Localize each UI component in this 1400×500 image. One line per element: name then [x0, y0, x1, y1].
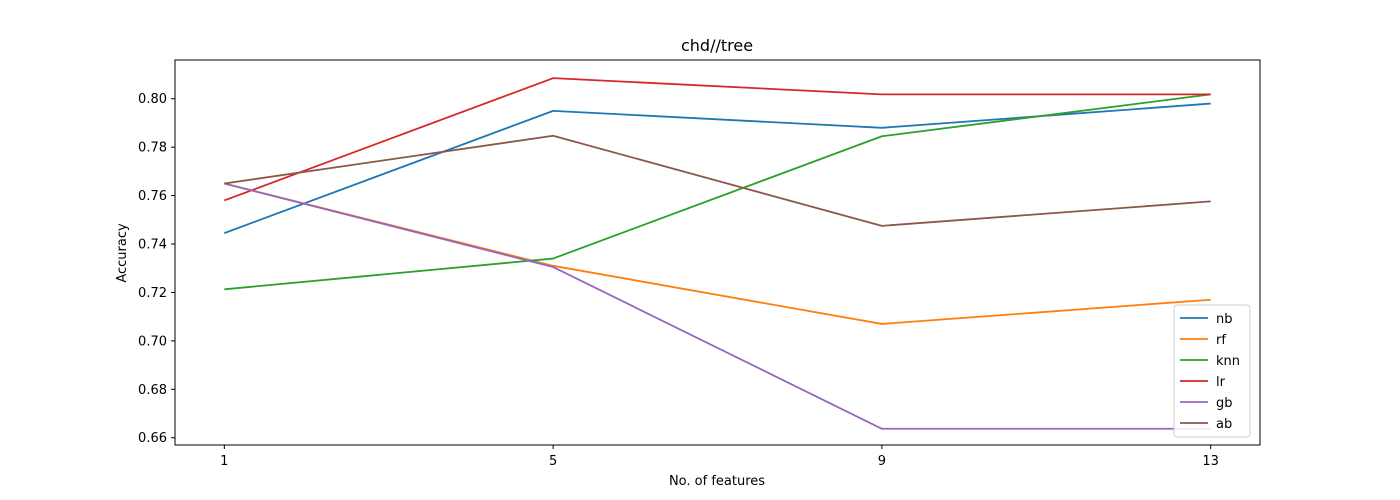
x-axis-label: No. of features: [669, 474, 765, 489]
y-tick-label: 0.70: [138, 334, 167, 349]
legend-label-rf: rf: [1216, 333, 1226, 348]
legend-label-nb: nb: [1216, 312, 1233, 327]
y-axis-label: Accuracy: [115, 223, 130, 283]
series-line-lr: [224, 77, 1211, 202]
legend-label-knn: knn: [1216, 354, 1240, 369]
x-tick-label: 13: [1202, 454, 1219, 469]
y-tick-label: 0.78: [138, 141, 167, 156]
legend-label-lr: lr: [1216, 375, 1226, 390]
y-tick-label: 0.66: [138, 431, 167, 446]
legend-box: [1173, 304, 1251, 438]
legend-label-ab: ab: [1216, 417, 1232, 432]
series-line-ab: [224, 134, 1211, 227]
x-tick-label: 5: [549, 454, 557, 469]
y-tick-label: 0.76: [138, 189, 167, 204]
plot-area-frame: [174, 59, 1261, 446]
y-tick-label: 0.74: [138, 238, 167, 253]
legend-label-gb: gb: [1216, 396, 1233, 411]
chart-title: chd//tree: [681, 36, 753, 55]
series-line-gb: [224, 182, 1211, 430]
x-tick-label: 1: [220, 454, 228, 469]
y-tick-label: 0.68: [138, 383, 167, 398]
y-tick-label: 0.80: [138, 92, 167, 107]
axis-ticks: 1 5 9 13 0.66 0.68 0.70 0.72 0.74 0.76 0.78 0.80: [138, 92, 1219, 469]
series-lines: [224, 77, 1211, 430]
y-tick-label: 0.72: [138, 286, 167, 301]
series-line-knn: [224, 93, 1211, 291]
x-tick-label: 9: [878, 454, 886, 469]
legend: nb rf knn lr gb ab: [1173, 304, 1251, 438]
